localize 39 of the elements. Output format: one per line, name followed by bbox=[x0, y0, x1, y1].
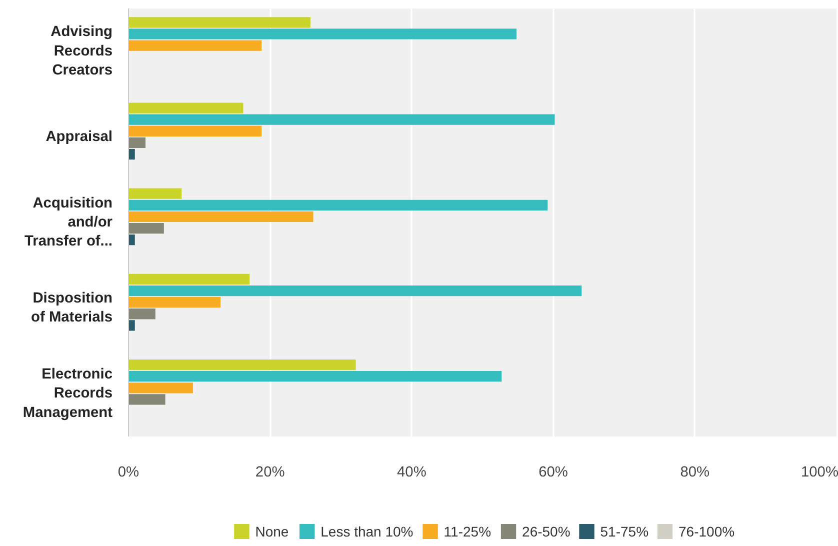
x-tick-label: 100% bbox=[801, 464, 838, 480]
bar bbox=[128, 28, 516, 40]
y-tick-label: Acquisition and/or Transfer of... bbox=[24, 195, 113, 250]
bar bbox=[128, 222, 164, 234]
x-tick-label: 0% bbox=[118, 464, 140, 480]
bar bbox=[128, 297, 221, 308]
bar bbox=[128, 285, 582, 296]
bar bbox=[128, 320, 135, 331]
y-tick-label: Advising Records Creators bbox=[50, 24, 113, 78]
bar bbox=[128, 148, 135, 160]
bar bbox=[128, 188, 182, 199]
bar bbox=[128, 308, 156, 320]
bar bbox=[128, 102, 244, 114]
bar bbox=[128, 382, 193, 394]
bar bbox=[128, 114, 555, 125]
bar bbox=[128, 211, 314, 222]
x-tick-label: 80% bbox=[680, 464, 710, 480]
legend-label: 26-50% bbox=[522, 524, 570, 540]
y-tick-label: Appraisal bbox=[46, 128, 113, 145]
bar bbox=[128, 359, 356, 370]
bar bbox=[128, 126, 262, 136]
bar bbox=[128, 234, 135, 246]
bar bbox=[128, 274, 250, 285]
bar bbox=[128, 40, 262, 51]
bar bbox=[128, 394, 166, 405]
y-tick-label: Electronic Records Management bbox=[22, 366, 113, 421]
y-tick-label: Disposition of Materials bbox=[31, 290, 113, 326]
x-tick-label: 60% bbox=[538, 464, 568, 480]
legend-label: Less than 10% bbox=[320, 524, 414, 540]
legend-label: None bbox=[255, 524, 289, 540]
legend-label: 76-100% bbox=[678, 524, 735, 540]
x-tick-label: 40% bbox=[397, 464, 426, 480]
legend-label: 51-75% bbox=[600, 524, 649, 540]
bar bbox=[128, 137, 146, 148]
bar bbox=[128, 371, 502, 382]
x-tick-label: 20% bbox=[255, 464, 285, 480]
legend-label: 11-25% bbox=[444, 524, 492, 540]
bar bbox=[128, 200, 548, 210]
bar bbox=[128, 17, 310, 28]
